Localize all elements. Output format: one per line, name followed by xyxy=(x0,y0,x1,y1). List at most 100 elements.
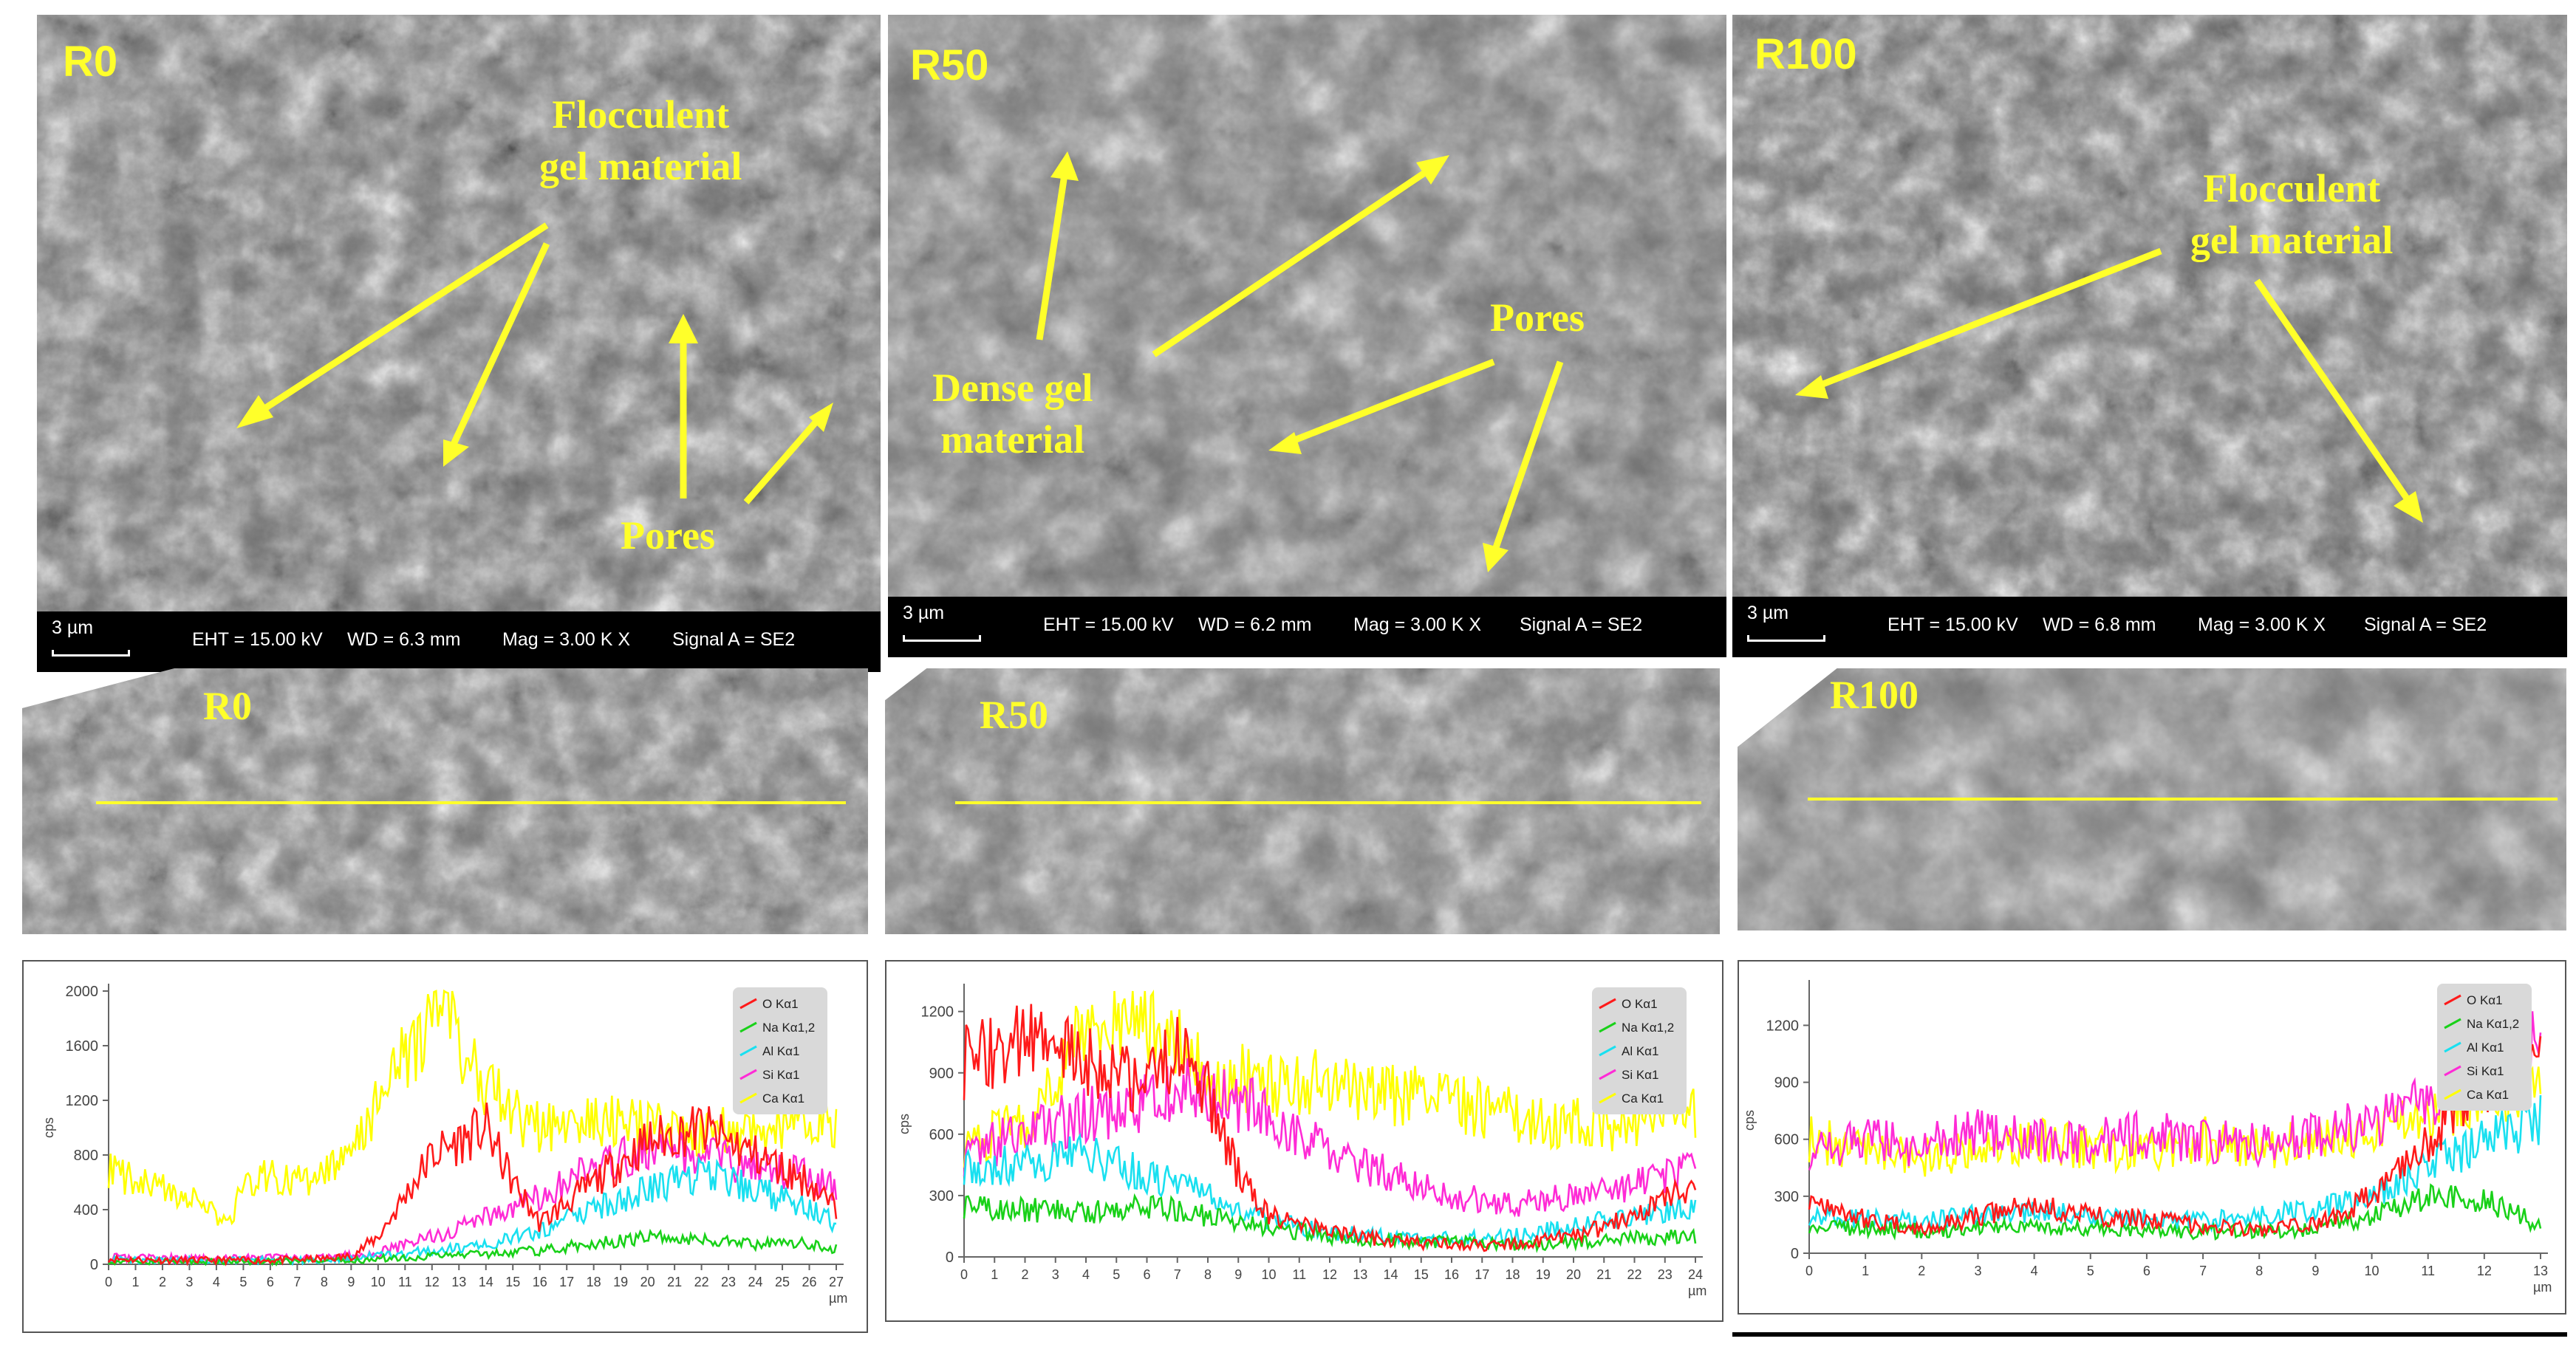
x-tick-label: 4 xyxy=(213,1275,220,1289)
x-tick-label: 20 xyxy=(1566,1267,1581,1282)
x-tick-label: 10 xyxy=(2365,1264,2379,1278)
legend-swatch xyxy=(2444,1018,2461,1029)
x-tick-label: 4 xyxy=(2031,1264,2038,1278)
x-tick-label: 13 xyxy=(451,1275,466,1289)
eds-chart-r0: 0 400 800 1200 1600 2000 0 1 2 3 4 5 6 7 8 9 10 11 12 13 14 1… xyxy=(22,960,868,1333)
x-tick-label: 1 xyxy=(1862,1264,1869,1278)
scale-label: 3 µm xyxy=(52,617,94,638)
legend-swatch xyxy=(739,1092,757,1104)
sem-texture xyxy=(22,668,868,934)
scale-bar xyxy=(903,635,981,642)
y-axis-label: cps xyxy=(41,1117,56,1138)
x-tick-label: 12 xyxy=(425,1275,440,1289)
legend-label: Al Kα1 xyxy=(762,1044,799,1058)
x-tick-label: 3 xyxy=(1052,1267,1059,1282)
legend-label: Ca Kα1 xyxy=(2467,1088,2509,1102)
series-line-ca xyxy=(1808,1062,2542,1177)
legend-label: Si Kα1 xyxy=(2467,1064,2504,1078)
sem-texture xyxy=(885,668,1720,934)
eht-readout: EHT = 15.00 kV xyxy=(1887,614,2018,635)
y-tick-label: 800 xyxy=(74,1148,98,1164)
x-tick-label: 14 xyxy=(479,1275,493,1289)
wd-readout: WD = 6.3 mm xyxy=(347,629,461,650)
y-axis-label: cps xyxy=(897,1114,912,1134)
legend-box xyxy=(2437,984,2532,1111)
scale-label: 3 µm xyxy=(903,603,945,623)
sem-texture xyxy=(37,15,881,672)
x-tick-label: 1 xyxy=(131,1275,139,1289)
x-tick-label: 0 xyxy=(1805,1264,1813,1278)
x-tick-label: 11 xyxy=(1292,1267,1306,1282)
x-tick-label: 7 xyxy=(293,1275,301,1289)
y-tick-label: 1200 xyxy=(1766,1018,1800,1034)
legend-swatch xyxy=(1599,1021,1616,1033)
x-tick-label: 19 xyxy=(1536,1267,1551,1282)
sample-label: R100 xyxy=(1755,30,1857,78)
x-tick-label: 4 xyxy=(1082,1267,1090,1282)
x-tick-label: 5 xyxy=(2087,1264,2094,1278)
x-tick-label: 21 xyxy=(1596,1267,1611,1282)
annotation-flocculent-gel: Flocculent gel material xyxy=(2190,166,2394,263)
x-tick-label: 2 xyxy=(1021,1267,1028,1282)
legend-swatch xyxy=(1599,1045,1616,1057)
legend-label: O Kα1 xyxy=(1622,997,1658,1011)
x-tick-label: 22 xyxy=(694,1275,709,1289)
scale-bar xyxy=(52,650,130,657)
x-axis-label: µm xyxy=(1688,1283,1706,1298)
legend-swatch xyxy=(1599,1069,1616,1080)
x-tick-label: 2 xyxy=(1918,1264,1925,1278)
legend-label: Ca Kα1 xyxy=(1622,1091,1664,1106)
x-tick-label: 6 xyxy=(2143,1264,2150,1278)
x-tick-label: 11 xyxy=(2421,1264,2435,1278)
x-tick-label: 16 xyxy=(533,1275,547,1289)
series-line-o xyxy=(107,1103,838,1267)
mag-readout: Mag = 3.00 K X xyxy=(1353,614,1482,635)
x-tick-label: 18 xyxy=(587,1275,601,1289)
sample-label: R50 xyxy=(910,41,989,89)
y-tick-label: 0 xyxy=(946,1250,954,1266)
legend-label: Al Kα1 xyxy=(1622,1044,1658,1058)
x-tick-label: 7 xyxy=(1174,1267,1181,1282)
legend-label: Si Kα1 xyxy=(1622,1068,1658,1082)
y-tick-label: 2000 xyxy=(66,984,99,1000)
x-tick-label: 0 xyxy=(105,1275,112,1289)
wd-readout: WD = 6.2 mm xyxy=(1198,614,1312,635)
sample-label: R100 xyxy=(1830,673,1919,717)
x-tick-label: 23 xyxy=(1658,1267,1673,1282)
legend-box xyxy=(733,987,827,1114)
x-axis-label: µm xyxy=(829,1291,847,1306)
x-tick-label: 24 xyxy=(748,1275,763,1289)
legend-label: Na Kα1,2 xyxy=(2467,1017,2519,1031)
y-tick-label: 0 xyxy=(90,1257,98,1273)
x-tick-label: 13 xyxy=(1353,1267,1367,1282)
y-tick-label: 0 xyxy=(1791,1246,1799,1262)
legend-swatch xyxy=(739,1069,757,1080)
sem-panel-r100: R100 Flocculent gel material 3 µm EHT = 1… xyxy=(1732,15,2567,657)
mag-readout: Mag = 3.00 K X xyxy=(502,629,631,650)
series-line-ca xyxy=(107,989,838,1226)
x-tick-label: 13 xyxy=(2533,1264,2548,1278)
x-tick-label: 2 xyxy=(159,1275,166,1289)
linescan-strip-r50: R50 xyxy=(885,668,1720,934)
annotation-flocculent-gel: Flocculent gel material xyxy=(539,92,742,189)
x-tick-label: 19 xyxy=(613,1275,628,1289)
series-line-o xyxy=(1808,1017,2542,1237)
y-tick-label: 900 xyxy=(1774,1075,1799,1091)
x-tick-label: 15 xyxy=(1414,1267,1429,1282)
annotation-pores: Pores xyxy=(621,513,715,558)
x-tick-label: 11 xyxy=(398,1275,412,1289)
legend-swatch xyxy=(1599,1092,1616,1104)
legend-label: Na Kα1,2 xyxy=(762,1021,815,1035)
eht-readout: EHT = 15.00 kV xyxy=(192,629,323,650)
annotation-pores: Pores xyxy=(1490,295,1585,340)
x-axis-label: µm xyxy=(2533,1280,2552,1295)
signal-readout: Signal A = SE2 xyxy=(2364,614,2487,635)
x-tick-label: 6 xyxy=(267,1275,274,1289)
series-line-na xyxy=(108,1228,838,1267)
linescan-strip-r0: R0 xyxy=(22,668,868,934)
x-tick-label: 3 xyxy=(1974,1264,1981,1278)
x-tick-label: 12 xyxy=(2477,1264,2492,1278)
legend-swatch xyxy=(2444,1089,2461,1100)
x-tick-label: 8 xyxy=(321,1275,328,1289)
